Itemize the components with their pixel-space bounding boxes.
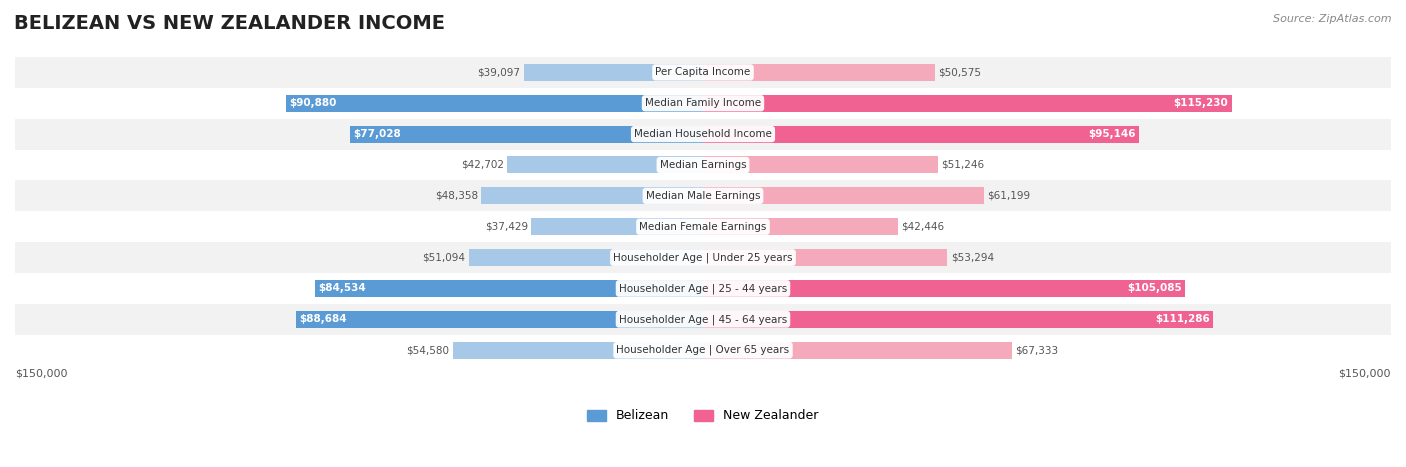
Text: Householder Age | 45 - 64 years: Householder Age | 45 - 64 years — [619, 314, 787, 325]
Text: $42,446: $42,446 — [901, 222, 945, 232]
Bar — [703, 187, 984, 205]
Bar — [508, 156, 703, 173]
Bar — [531, 218, 703, 235]
Text: $90,880: $90,880 — [290, 98, 337, 108]
Text: Householder Age | Under 25 years: Householder Age | Under 25 years — [613, 252, 793, 263]
Bar — [15, 273, 1391, 304]
Text: $111,286: $111,286 — [1156, 314, 1211, 324]
Bar — [350, 126, 703, 142]
Bar — [523, 64, 703, 81]
Bar — [15, 304, 1391, 335]
Bar — [15, 211, 1391, 242]
Text: $50,575: $50,575 — [938, 67, 981, 78]
Bar — [703, 311, 1213, 328]
Text: $84,534: $84,534 — [319, 283, 367, 293]
Text: $105,085: $105,085 — [1126, 283, 1181, 293]
Bar — [297, 311, 703, 328]
Text: Median Household Income: Median Household Income — [634, 129, 772, 139]
Text: $95,146: $95,146 — [1088, 129, 1136, 139]
Bar — [287, 95, 703, 112]
Text: $53,294: $53,294 — [950, 253, 994, 262]
Bar — [15, 335, 1391, 366]
Bar — [453, 342, 703, 359]
Text: $88,684: $88,684 — [299, 314, 347, 324]
Text: $150,000: $150,000 — [1339, 368, 1391, 378]
Text: Median Female Earnings: Median Female Earnings — [640, 222, 766, 232]
Text: Source: ZipAtlas.com: Source: ZipAtlas.com — [1274, 14, 1392, 24]
Bar — [703, 280, 1185, 297]
Text: Householder Age | 25 - 44 years: Householder Age | 25 - 44 years — [619, 283, 787, 294]
Text: $51,246: $51,246 — [942, 160, 984, 170]
Bar — [703, 64, 935, 81]
Bar — [15, 149, 1391, 180]
Bar — [703, 95, 1232, 112]
Bar — [15, 180, 1391, 211]
Text: $37,429: $37,429 — [485, 222, 527, 232]
Text: $77,028: $77,028 — [353, 129, 401, 139]
Text: Median Earnings: Median Earnings — [659, 160, 747, 170]
Bar — [315, 280, 703, 297]
Text: BELIZEAN VS NEW ZEALANDER INCOME: BELIZEAN VS NEW ZEALANDER INCOME — [14, 14, 446, 33]
Text: $39,097: $39,097 — [477, 67, 520, 78]
Bar — [468, 249, 703, 266]
Text: $150,000: $150,000 — [15, 368, 67, 378]
Bar — [703, 218, 897, 235]
Text: $67,333: $67,333 — [1015, 345, 1059, 355]
Bar — [15, 88, 1391, 119]
Text: Householder Age | Over 65 years: Householder Age | Over 65 years — [616, 345, 790, 355]
Bar — [703, 342, 1012, 359]
Text: Median Male Earnings: Median Male Earnings — [645, 191, 761, 201]
Text: $115,230: $115,230 — [1174, 98, 1227, 108]
Text: $54,580: $54,580 — [406, 345, 450, 355]
Text: Median Family Income: Median Family Income — [645, 98, 761, 108]
Bar — [481, 187, 703, 205]
Text: $61,199: $61,199 — [987, 191, 1031, 201]
Bar — [703, 126, 1139, 142]
Bar — [703, 156, 938, 173]
Legend: Belizean, New Zealander: Belizean, New Zealander — [582, 404, 824, 427]
Bar — [15, 119, 1391, 149]
Text: $48,358: $48,358 — [434, 191, 478, 201]
Bar — [703, 249, 948, 266]
Text: $51,094: $51,094 — [422, 253, 465, 262]
Text: Per Capita Income: Per Capita Income — [655, 67, 751, 78]
Bar — [15, 242, 1391, 273]
Text: $42,702: $42,702 — [461, 160, 503, 170]
Bar — [15, 57, 1391, 88]
